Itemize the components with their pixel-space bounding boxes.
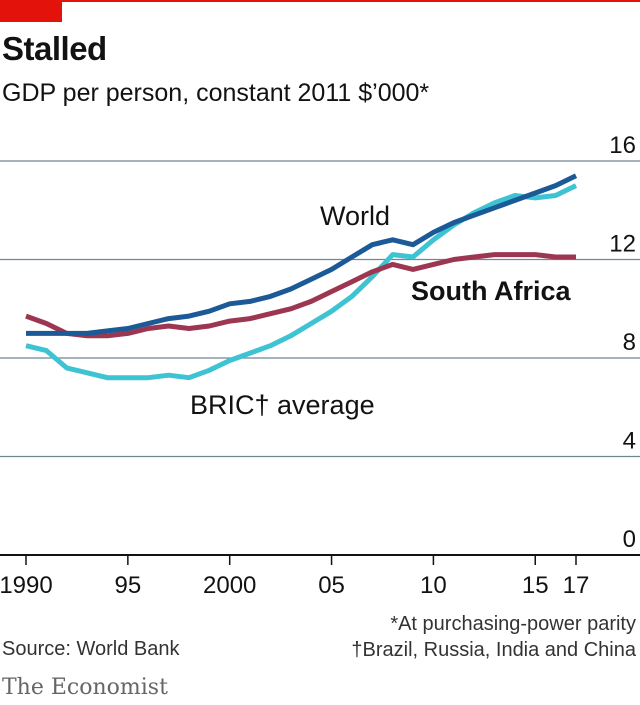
y-axis-ticks: 0 4 8 12 16 (609, 132, 636, 553)
top-red-rule (0, 0, 640, 2)
line-chart: 0 4 8 12 16 1990 95 2000 05 10 15 17 World South A… (0, 132, 640, 599)
x-tick-label: 1990 (0, 572, 53, 599)
footnote-ppp: *At purchasing-power parity (390, 613, 636, 635)
y-tick-label: 4 (623, 428, 636, 455)
source-note: Source: World Bank (2, 638, 180, 660)
chart-subtitle: GDP per person, constant 2011 $’000* (2, 79, 430, 107)
footnote-bric: †Brazil, Russia, India and China (351, 639, 636, 661)
series-labels: World South Africa BRIC† average (190, 201, 571, 420)
x-tick-label: 95 (115, 572, 142, 599)
x-tick-label: 05 (318, 572, 345, 599)
series-label-bric: BRIC† average (190, 390, 375, 420)
economist-logo: The Economist (2, 675, 168, 700)
x-tick-label: 15 (522, 572, 549, 599)
series-line-south-africa (25, 252, 576, 339)
chart-title: Stalled (2, 30, 107, 67)
x-axis-ticks: 1990 95 2000 05 10 15 17 (0, 555, 589, 599)
series-label-world: World (320, 201, 390, 231)
series-lines (25, 173, 578, 381)
y-tick-label: 8 (623, 329, 636, 356)
x-tick-label: 2000 (203, 572, 256, 599)
x-tick-label: 10 (420, 572, 447, 599)
y-tick-label: 0 (623, 526, 636, 553)
economist-red-tag (0, 0, 62, 22)
y-tick-label: 12 (609, 231, 636, 258)
series-line-bric (25, 183, 578, 381)
series-label-south-africa: South Africa (411, 276, 571, 306)
series-line-world (26, 173, 578, 336)
gridlines (0, 160, 640, 556)
x-tick-label: 17 (563, 572, 590, 599)
y-tick-label: 16 (609, 132, 636, 159)
